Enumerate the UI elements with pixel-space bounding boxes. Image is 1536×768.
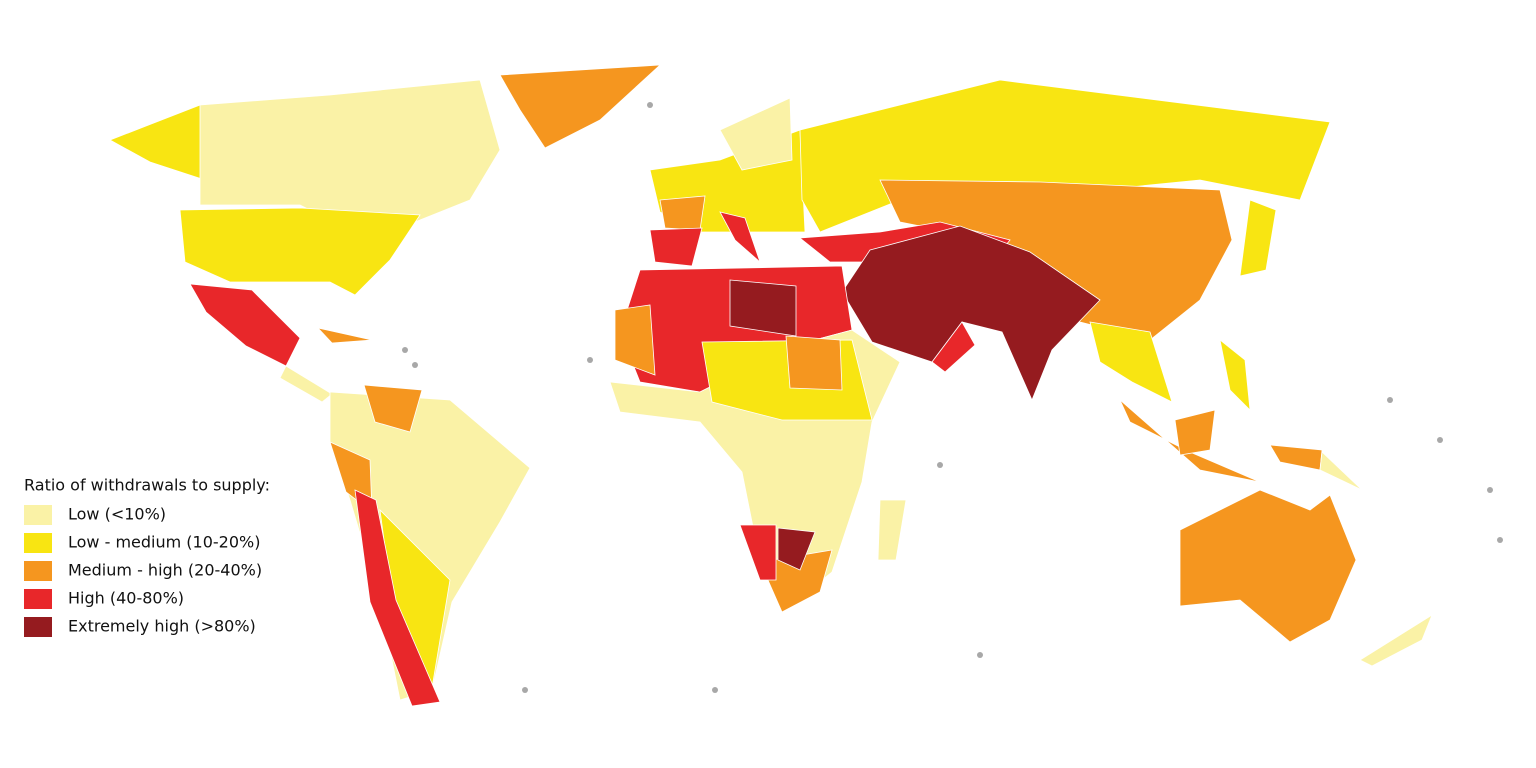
region (841, 225, 1101, 402)
region (499, 64, 662, 149)
no-data-islands (402, 102, 1503, 693)
region (354, 489, 441, 707)
region (1089, 321, 1173, 403)
region (1219, 339, 1251, 412)
region (614, 304, 656, 376)
region (279, 365, 333, 403)
region (179, 207, 421, 296)
region (785, 335, 843, 391)
legend: Ratio of withdrawals to supply: Low (<10… (24, 476, 270, 637)
legend-label: Extremely high (>80%) (68, 617, 256, 636)
world-map (109, 64, 1503, 707)
legend-label: High (40-80%) (68, 589, 184, 608)
region (877, 499, 907, 561)
region (1239, 199, 1277, 277)
region (1174, 409, 1216, 456)
legend-swatch (24, 589, 52, 609)
legend-swatch (24, 505, 52, 525)
region (1179, 489, 1357, 643)
region (1359, 614, 1433, 667)
region (649, 227, 703, 267)
legend-label: Low - medium (10-20%) (68, 533, 260, 552)
region (363, 384, 423, 433)
legend-swatch (24, 533, 52, 553)
region (759, 549, 833, 613)
region (1319, 451, 1363, 491)
region (719, 211, 761, 264)
legend-label: Medium - high (20-40%) (68, 561, 262, 580)
region (199, 79, 501, 241)
legend-swatch (24, 617, 52, 637)
region (739, 524, 777, 581)
legend-swatch (24, 561, 52, 581)
region (1119, 399, 1261, 483)
region (659, 195, 706, 231)
region (189, 283, 301, 367)
legend-label: Low (<10%) (68, 505, 166, 524)
region (931, 321, 976, 373)
region (729, 279, 797, 337)
region (719, 97, 793, 171)
region (316, 327, 373, 344)
region (1269, 444, 1323, 471)
region (777, 527, 816, 571)
legend-title: Ratio of withdrawals to supply: (24, 476, 270, 495)
